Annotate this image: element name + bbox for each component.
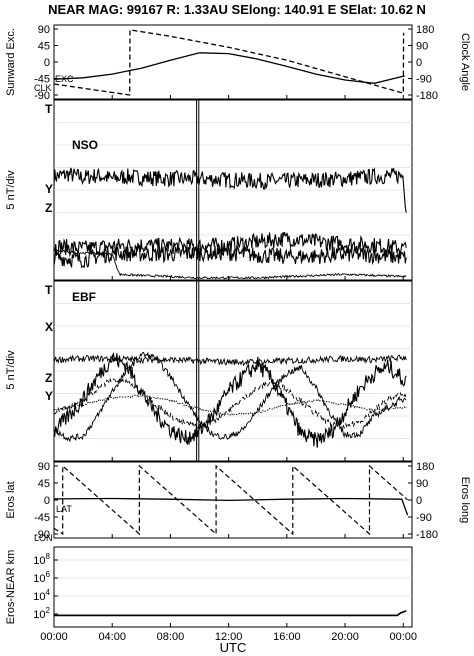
trace-label-lat: LAT	[56, 504, 72, 514]
x-tick-label: 16:00	[273, 631, 301, 643]
x-tick-label: 08:00	[157, 631, 185, 643]
x-tick-label: 00:00	[390, 631, 418, 643]
panel-nso: NSO 5 nT/div T Y Z	[5, 99, 413, 281]
left-axis-label: 5 nT/div	[5, 170, 17, 210]
y-tick-label: -45	[34, 512, 50, 524]
y-tick-label: 108	[33, 552, 50, 567]
y-tick-label: -45	[34, 74, 50, 86]
panel-label-ebf: EBF	[72, 290, 96, 304]
y-tick-label: -90	[416, 512, 432, 524]
series-line-lat	[53, 497, 409, 516]
series-line	[53, 394, 407, 417]
series-line-t	[53, 167, 407, 213]
trace-label-y: Y	[45, 389, 53, 403]
series-line-lon	[53, 464, 408, 536]
x-tick-label: 12:00	[215, 631, 243, 643]
trace-label-clk: CLK	[34, 83, 52, 93]
y-tick-label: 106	[33, 570, 50, 585]
series-line-distance	[54, 610, 407, 617]
series-line-z	[53, 244, 407, 269]
trace-label-exc: EXC	[55, 74, 74, 84]
y-tick-label: 180	[416, 461, 434, 473]
y-tick-label: 0	[416, 57, 422, 69]
panel-ebf: EBF 5 nT/div T X Z Y	[5, 280, 413, 462]
left-axis-label: Eros lat	[5, 481, 17, 518]
panel-label-nso: NSO	[72, 138, 98, 152]
x-tick-label: 04:00	[98, 631, 126, 643]
trace-label-z: Z	[45, 201, 52, 215]
series-line	[53, 249, 407, 280]
y-tick-label: 45	[38, 478, 50, 490]
y-tick-label: -90	[34, 529, 50, 541]
y-tick-label: -180	[416, 529, 438, 541]
y-tick-label: -90	[416, 74, 432, 86]
series-line-x	[53, 351, 407, 448]
series-line-clk	[53, 29, 405, 96]
y-tick-label: 180	[416, 24, 434, 36]
panel-eros-lat-long: 90 45 0 -45 -90 180 90 0 -90 -180 Eros lat Eros l…	[5, 461, 471, 543]
trace-label-y: Y	[45, 182, 53, 196]
y-tick-label: 102	[33, 606, 50, 621]
x-tick-label: 20:00	[331, 631, 359, 643]
y-tick-label: 90	[416, 478, 428, 490]
y-tick-label: -180	[416, 90, 438, 102]
y-tick-label: 104	[33, 588, 50, 603]
y-tick-label: 45	[38, 41, 50, 53]
y-tick-label: 0	[44, 495, 50, 507]
trace-label-z: Z	[45, 371, 52, 385]
y-tick-label: 90	[416, 41, 428, 53]
panel-frame	[53, 546, 413, 628]
trace-label-lon: LON	[34, 533, 53, 543]
series-line-exc	[53, 52, 405, 84]
y-tick-label: -90	[34, 90, 50, 102]
y-tick-label: 0	[416, 495, 422, 507]
left-axis-label: 5 nT/div	[5, 350, 17, 390]
trace-label-t: T	[45, 283, 53, 297]
trace-label-x: X	[45, 320, 53, 334]
panel-frame	[53, 24, 413, 100]
y-tick-label: 90	[38, 461, 50, 473]
x-axis: 00:00 04:00 08:00 12:00 16:00 20:00 00:00	[40, 95, 417, 643]
series-line-t	[53, 354, 407, 367]
right-axis-label: Eros long	[459, 477, 471, 523]
time-markers	[196, 100, 200, 461]
panel-sunward-clock: 90 45 0 -45 -90 180 90 0 -90 -180 Sunward Exc. Cl…	[5, 24, 471, 102]
right-axis-label: Clock Angle	[459, 33, 471, 91]
left-axis-label: Eros-NEAR km	[5, 550, 17, 625]
trace-label-t: T	[45, 102, 53, 116]
y-tick-label: 90	[38, 24, 50, 36]
x-tick-label: 00:00	[40, 631, 68, 643]
panel-eros-near-distance: 108 106 104 102 Eros-NEAR km	[5, 546, 413, 628]
plot-title: NEAR MAG: 99167 R: 1.33AU SElong: 140.91…	[48, 2, 426, 17]
series-line-y	[53, 351, 407, 443]
left-axis-label: Sunward Exc.	[5, 28, 17, 96]
x-axis-label: UTC	[220, 640, 247, 655]
y-tick-label: 0	[44, 57, 50, 69]
